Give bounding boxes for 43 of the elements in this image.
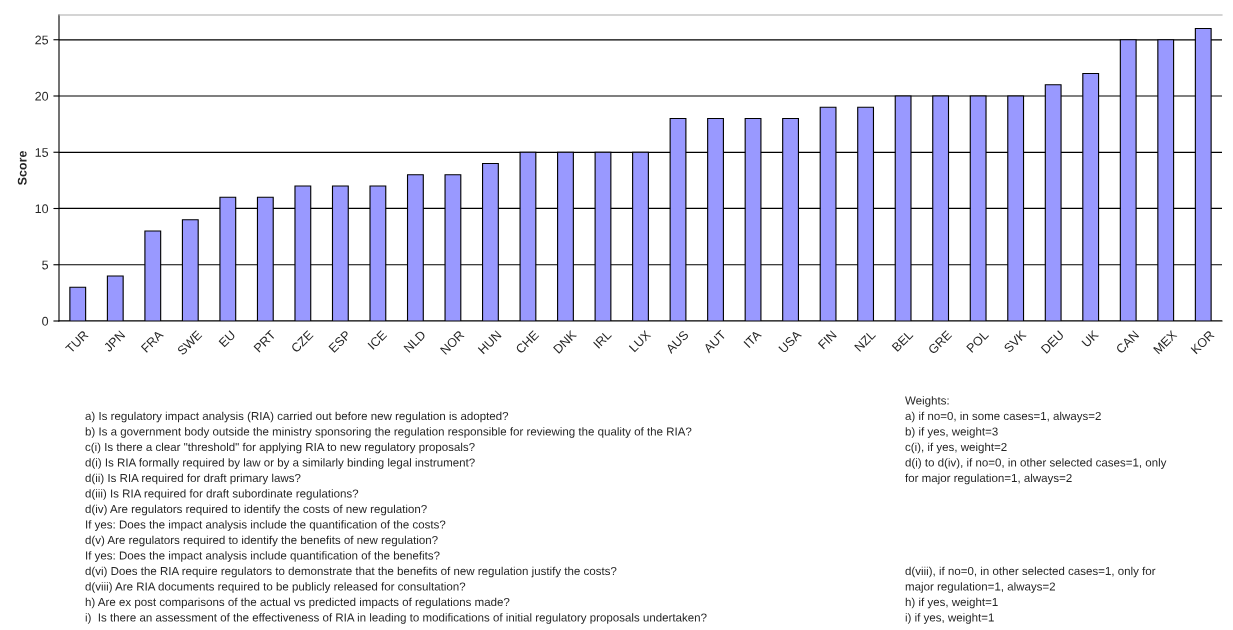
text: d(v) Are regulators required to identify the benefits of new regulation? <box>85 535 438 547</box>
text: Weights: <box>905 396 949 407</box>
text: b) Is a government body outside the ministry sponsoring the regulation responsible for reviewing the quality of the RIA? <box>85 427 692 438</box>
text: a) if no=0, in some cases=1, always=2 <box>905 411 1101 423</box>
y-tick-label: 25 <box>35 35 49 45</box>
x-tick-label: USA <box>778 329 803 354</box>
y-tick-label: 15 <box>35 148 49 157</box>
text: d(viii) Are RIA documents required to be publicly released for consultation? <box>85 582 466 593</box>
y-tick-label: 5 <box>42 260 49 270</box>
x-tick-label: IRL <box>593 329 612 349</box>
x-tick-label: UK <box>1081 329 1100 348</box>
y-axis-title: Score <box>17 151 27 186</box>
x-tick-label: NZL <box>854 329 876 352</box>
text: d(ii) Is RIA required for draft primary laws? <box>85 473 301 485</box>
x-tick-label: TUR <box>65 330 89 354</box>
text: d(vi) Does the RIA require regulators to demonstrate that the benefits of new regulation justify the costs? <box>85 566 617 578</box>
text: d(i) to d(iv), if no=0, in other selected cases=1, only <box>905 458 1167 469</box>
text: d(iv) Are regulators required to identify the costs of new regulation? <box>85 504 427 516</box>
x-tick-label: FIN <box>817 330 837 350</box>
text: If yes: Does the impact analysis include the quantification of the costs? <box>86 520 446 531</box>
x-tick-label: BEL <box>891 329 914 352</box>
y-tick-label: 10 <box>35 204 49 214</box>
text: c(i) Is there a clear "threshold" for applying RIA to new regulatory proposals? <box>85 442 475 454</box>
text: i) if yes, weight=1 <box>905 613 994 624</box>
x-tick-label: EU <box>218 330 236 348</box>
x-tick-label: ITA <box>743 329 762 349</box>
x-tick-label: ICE <box>367 329 388 350</box>
text: d(i) Is RIA formally required by law or by a similarly binding legal instrument? <box>85 458 475 469</box>
text: h) if yes, weight=1 <box>905 597 998 609</box>
x-tick-label: FRA <box>140 329 164 353</box>
text: h) Are ex post comparisons of the actual vs predicted impacts of regulations made? <box>85 597 510 609</box>
text: c(i), if yes, weight=2 <box>905 442 1007 454</box>
y-tick-label: 20 <box>35 91 49 101</box>
text: d(viii), if no=0, in other selected cases=1, only for <box>905 566 1156 578</box>
text: i) Is there an assessment of the effectiveness of RIA in leading to modifications of initial regulatory proposals undertaken? <box>85 613 707 624</box>
text: b) if yes, weight=3 <box>905 427 998 438</box>
text: d(iii) Is RIA required for draft subordinate regulations? <box>85 489 359 500</box>
x-tick-label: POL <box>966 329 990 353</box>
y-tick-label: 0 <box>42 316 49 326</box>
text: a) Is regulatory impact analysis (RIA) carried out before new regulation is adopted? <box>85 411 509 423</box>
text: for major regulation=1, always=2 <box>905 473 1072 485</box>
text: major regulation=1, always=2 <box>905 582 1056 593</box>
text: If yes: Does the impact analysis include quantification of the benefits? <box>86 551 440 562</box>
